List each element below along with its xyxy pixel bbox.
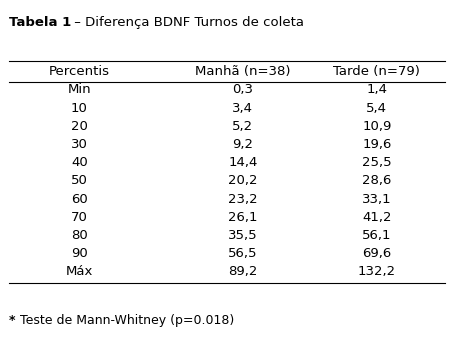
Text: Percentis: Percentis: [49, 65, 110, 78]
Text: 0,3: 0,3: [232, 83, 253, 97]
Text: *: *: [9, 314, 15, 327]
Text: 9,2: 9,2: [232, 138, 253, 151]
Text: Máx: Máx: [66, 265, 93, 279]
Text: Tabela 1: Tabela 1: [9, 16, 71, 29]
Text: 56,1: 56,1: [362, 229, 391, 242]
Text: Tarde (n=79): Tarde (n=79): [333, 65, 420, 78]
Text: 28,6: 28,6: [362, 174, 391, 188]
Text: 5,2: 5,2: [232, 120, 253, 133]
Text: Teste de Mann-Whitney (p=0.018): Teste de Mann-Whitney (p=0.018): [16, 314, 234, 327]
Text: 10,9: 10,9: [362, 120, 391, 133]
Text: 69,6: 69,6: [362, 247, 391, 260]
Text: 1,4: 1,4: [366, 83, 387, 97]
Text: 89,2: 89,2: [228, 265, 257, 279]
Text: 20: 20: [71, 120, 88, 133]
Text: 23,2: 23,2: [228, 193, 258, 206]
Text: 14,4: 14,4: [228, 156, 257, 169]
Text: 40: 40: [71, 156, 88, 169]
Text: 30: 30: [71, 138, 88, 151]
Text: – Diferença BDNF Turnos de coleta: – Diferença BDNF Turnos de coleta: [70, 16, 304, 29]
Text: 26,1: 26,1: [228, 211, 257, 224]
Text: 56,5: 56,5: [228, 247, 257, 260]
Text: 5,4: 5,4: [366, 102, 387, 115]
Text: 60: 60: [71, 193, 88, 206]
Text: Manhã (n=38): Manhã (n=38): [195, 65, 291, 78]
Text: 132,2: 132,2: [358, 265, 396, 279]
Text: 50: 50: [71, 174, 88, 188]
Text: 80: 80: [71, 229, 88, 242]
Text: 3,4: 3,4: [232, 102, 253, 115]
Text: 25,5: 25,5: [362, 156, 392, 169]
Text: 33,1: 33,1: [362, 193, 392, 206]
Text: 35,5: 35,5: [228, 229, 258, 242]
Text: 19,6: 19,6: [362, 138, 391, 151]
Text: 90: 90: [71, 247, 88, 260]
Text: 70: 70: [71, 211, 88, 224]
Text: 41,2: 41,2: [362, 211, 391, 224]
Text: 10: 10: [71, 102, 88, 115]
Text: 20,2: 20,2: [228, 174, 257, 188]
Text: Min: Min: [68, 83, 91, 97]
